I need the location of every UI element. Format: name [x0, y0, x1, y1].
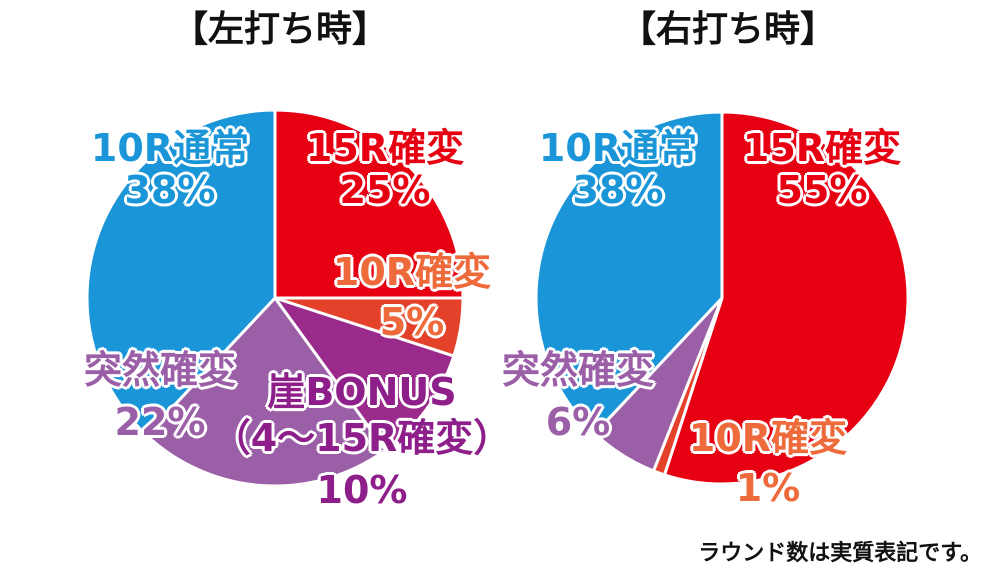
slice-label: 15R確変 [305, 126, 465, 170]
slice-label: 10R通常 [538, 126, 698, 170]
pie-slice [85, 108, 277, 438]
slice-label: 15R確変 [742, 126, 902, 170]
chart-title: 【右打ち時】 [619, 9, 837, 50]
slice-label: 10R通常 [90, 126, 250, 170]
value-label: 55% [776, 168, 868, 212]
slice-label: 10R確変 [332, 250, 492, 294]
value-label: 25% [339, 168, 431, 212]
pie-slice [662, 110, 910, 486]
footnote: ラウンド数は実質表記です。 [698, 541, 982, 566]
value-label: 1% [735, 466, 801, 510]
pie-slice [273, 108, 465, 300]
value-label: 6% [545, 400, 611, 444]
pie-slice [271, 295, 456, 453]
slice-label: 10R確変 [688, 416, 848, 460]
slice-label: 突然確変 [83, 348, 237, 392]
pie-slice [144, 295, 388, 488]
value-label: 22% [114, 400, 206, 444]
pie-slice [534, 110, 724, 436]
slice-label: 崖BONUS （4～15R確変） [212, 370, 512, 460]
slice-label: 突然確変 [501, 348, 655, 392]
value-label: 10% [316, 468, 408, 512]
value-label: 5% [379, 300, 445, 344]
value-label: 38% [124, 168, 216, 212]
chart-title: 【左打ち時】 [171, 9, 389, 50]
value-label: 38% [572, 168, 664, 212]
